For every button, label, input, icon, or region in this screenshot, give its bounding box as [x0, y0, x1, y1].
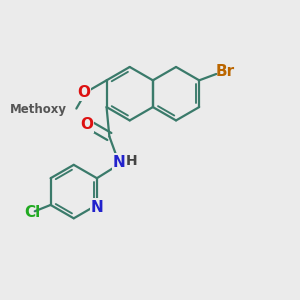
- Text: H: H: [125, 154, 137, 168]
- Text: Methoxy: Methoxy: [10, 103, 67, 116]
- Text: N: N: [91, 200, 104, 215]
- Text: O: O: [77, 85, 90, 100]
- Text: O: O: [80, 117, 93, 132]
- Text: Cl: Cl: [24, 205, 40, 220]
- Text: Br: Br: [216, 64, 235, 79]
- Text: N: N: [113, 155, 126, 170]
